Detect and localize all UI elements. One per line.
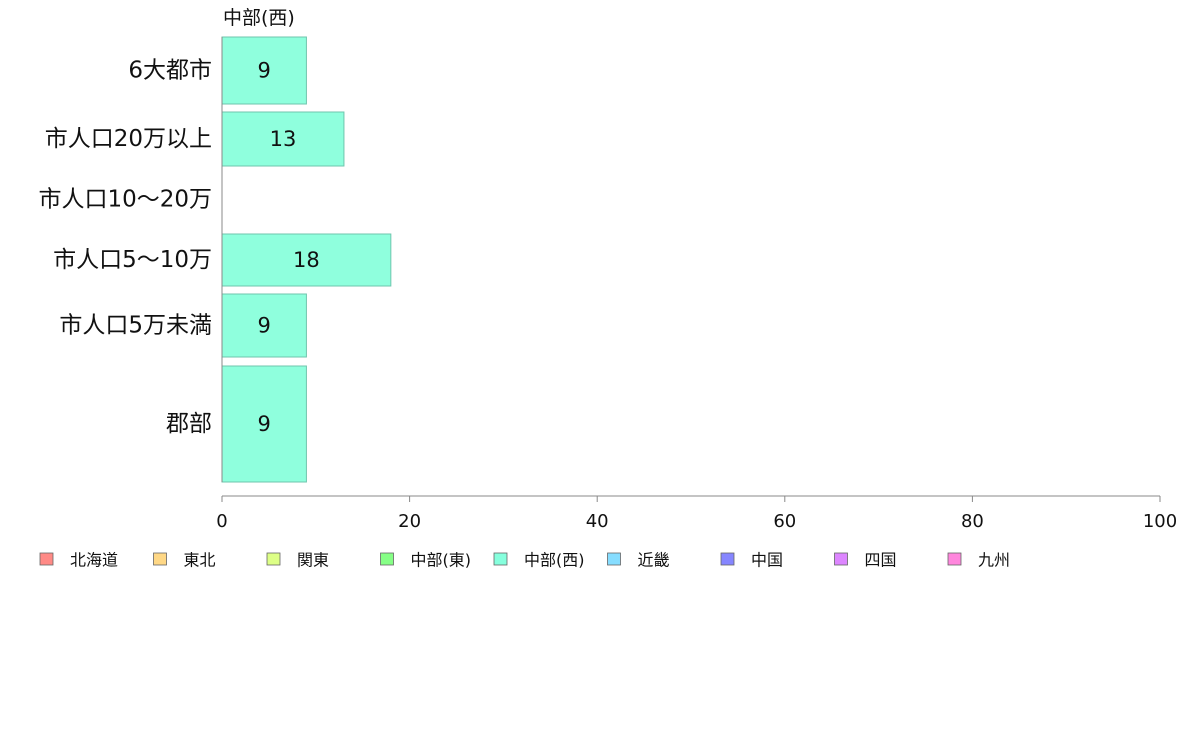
category-label-0: 6大都市	[128, 58, 212, 84]
data-label-0: 9	[258, 59, 271, 83]
legend-swatch-3	[380, 552, 394, 566]
legend: 北海道 東北 関東 中部(東) 中部(西) 近畿 中国 四国 九州	[39, 551, 1010, 570]
category-label-2: 市人口10〜20万	[38, 187, 212, 213]
category-label-1: 市人口20万以上	[45, 126, 212, 152]
data-label-4: 9	[258, 314, 271, 338]
bar-1	[221, 111, 345, 167]
data-label-5: 9	[258, 412, 271, 436]
x-tick-label-0: 0	[216, 511, 227, 532]
legend-swatch-5	[607, 552, 621, 566]
data-label-3: 18	[293, 248, 320, 272]
category-label-5: 郡部	[166, 411, 212, 437]
legend-label-2: 関東	[297, 551, 329, 570]
legend-label-0: 北海道	[70, 551, 118, 570]
bar-0	[221, 36, 307, 105]
x-tick-label-3: 60	[773, 511, 796, 532]
x-tick-label-4: 80	[961, 511, 984, 532]
bar-5	[221, 365, 307, 483]
legend-swatch-1	[153, 552, 167, 566]
legend-swatch-7	[834, 552, 848, 566]
bar-4	[221, 293, 307, 358]
legend-swatch-0	[39, 552, 54, 566]
x-tick-label-1: 20	[398, 511, 421, 532]
legend-label-3: 中部(東)	[411, 551, 472, 570]
legend-label-5: 近畿	[638, 551, 670, 570]
legend-swatch-4	[493, 552, 508, 566]
x-tick-label-5: 100	[1143, 511, 1177, 532]
legend-swatch-8	[947, 552, 962, 566]
x-axis: 0 20 40 60 80 100	[216, 495, 1177, 532]
legend-label-7: 四国	[865, 551, 897, 570]
bars-group: 9 13 18 9 9	[221, 36, 392, 483]
legend-label-8: 九州	[978, 551, 1010, 570]
data-label-1: 13	[270, 127, 297, 151]
legend-label-4: 中部(西)	[524, 551, 585, 570]
legend-label-6: 中国	[751, 551, 783, 570]
legend-swatch-6	[720, 552, 735, 566]
category-label-4: 市人口5万未満	[59, 313, 212, 339]
category-label-3: 市人口5〜10万	[53, 247, 212, 273]
x-tick-label-2: 40	[586, 511, 609, 532]
legend-swatch-2	[266, 552, 281, 566]
chart-title: 中部(西)	[223, 7, 295, 29]
legend-label-1: 東北	[184, 551, 216, 570]
